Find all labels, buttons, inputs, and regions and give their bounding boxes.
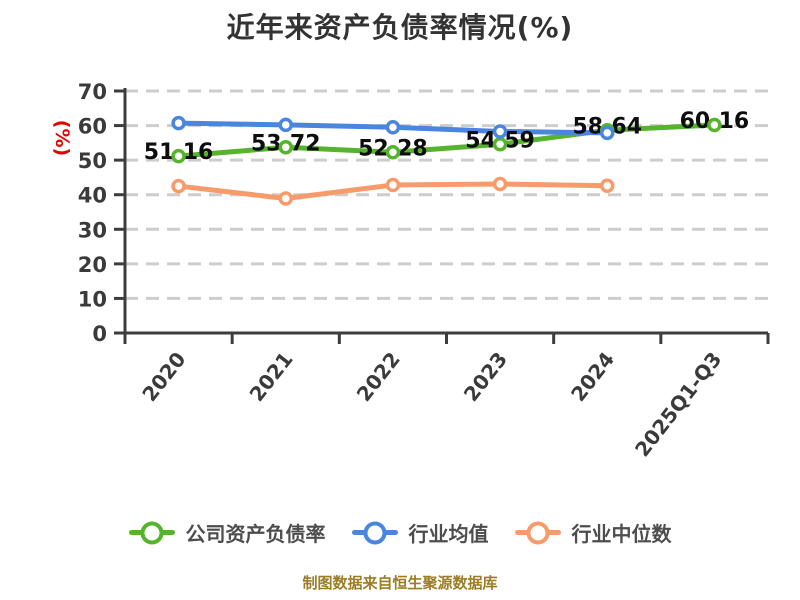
series-line-0: [176, 122, 717, 159]
y-tick-label: 30: [78, 218, 107, 242]
x-tick-label: 2023: [459, 347, 512, 406]
chart-legend: 公司资产负债率 行业均值 行业中位数: [0, 518, 800, 547]
data-point-series-0: [278, 140, 293, 155]
legend-label: 行业中位数: [571, 522, 672, 546]
data-point-series-2: [385, 177, 401, 193]
data-point-series-1: [600, 125, 615, 141]
legend-line-marker: [514, 521, 561, 544]
data-point-series-2: [171, 178, 186, 194]
x-tick-label: 2020: [137, 347, 190, 406]
data-point-series-2: [278, 191, 293, 206]
y-tick-label: 70: [78, 80, 107, 104]
y-tick-label: 60: [78, 115, 107, 139]
chart-title: 近年来资产负债率情况(%): [226, 11, 574, 44]
data-point-series-0: [707, 117, 722, 133]
legend-item-2: 行业中位数: [514, 518, 672, 547]
y-tick-label: 40: [78, 184, 107, 208]
legend-label: 行业均值: [408, 522, 489, 546]
x-tick-label: 2022: [352, 347, 405, 406]
data-point-series-0: [492, 137, 508, 152]
data-point-series-0: [171, 148, 186, 164]
legend-label: 公司资产负债率: [185, 522, 326, 546]
data-point-series-2: [492, 176, 508, 192]
data-point-series-1: [492, 124, 508, 139]
legend-item-0: 公司资产负债率: [128, 518, 326, 547]
y-tick-label: 20: [78, 253, 107, 277]
legend-item-1: 行业均值: [351, 518, 489, 547]
data-point-series-2: [600, 178, 615, 193]
x-tick-label: 2024: [566, 347, 619, 406]
data-point-series-1: [385, 120, 401, 135]
legend-dot-marker: [140, 521, 163, 544]
legend-dot-marker: [526, 521, 549, 544]
y-tick-label: 50: [78, 149, 107, 173]
legend-line-marker: [128, 521, 175, 544]
data-point-series-0: [385, 145, 401, 160]
data-source-note: 制图数据来自恒生聚源数据库: [302, 574, 498, 592]
y-tick-label: 0: [92, 322, 107, 346]
data-point-series-1: [278, 117, 293, 133]
legend-dot-marker: [363, 521, 386, 544]
x-tick-label: 2021: [245, 347, 298, 406]
legend-line-marker: [351, 521, 398, 544]
x-tick-label: 2025Q1-Q3: [630, 347, 726, 461]
data-point-series-1: [171, 115, 186, 131]
y-tick-label: 10: [78, 287, 107, 311]
